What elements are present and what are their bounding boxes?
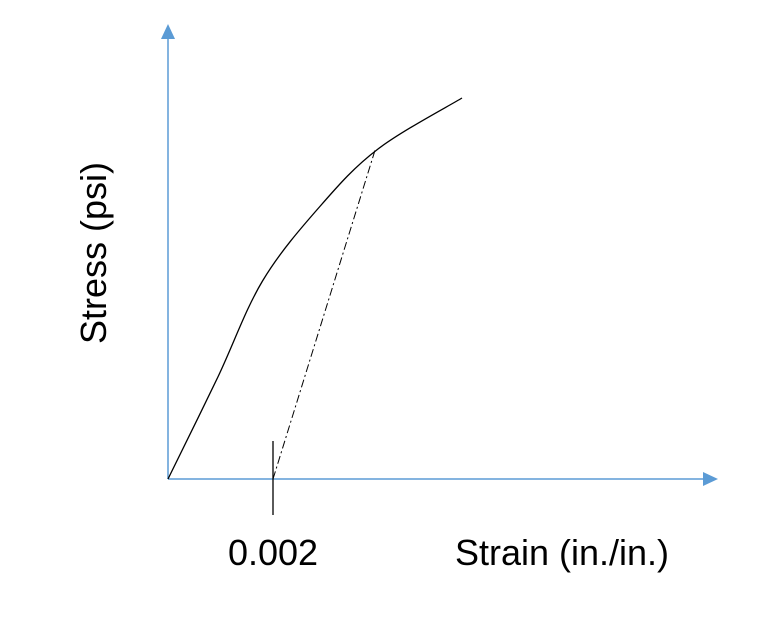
stress-strain-curve [167,97,463,480]
y-axis-label: Stress (psi) [73,162,114,344]
offset-line [272,148,376,480]
y-axis-arrow-icon [161,24,175,39]
x-axis-label: Strain (in./in.) [455,532,669,573]
x-axis-arrow-icon [703,472,718,486]
x-ticks: 0.002 [228,441,318,573]
x-tick-label: 0.002 [228,532,318,573]
